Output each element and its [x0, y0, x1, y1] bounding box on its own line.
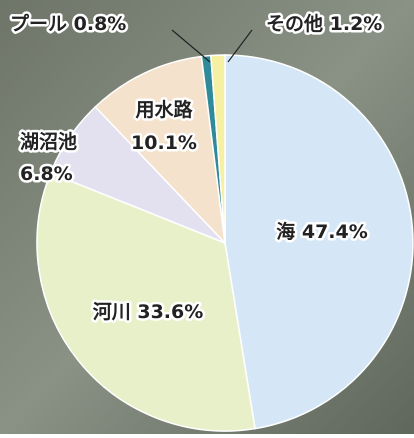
label-value: 0.8%: [74, 13, 127, 35]
label-name: プール: [10, 12, 67, 35]
slice-label: 6.8%: [20, 163, 73, 185]
label-value: 1.2%: [330, 13, 383, 35]
slice-label: 湖沼池: [20, 130, 77, 153]
label-value: 47.4%: [302, 221, 368, 243]
slice-label: その他 1.2%: [266, 12, 382, 35]
label-name: 海: [276, 220, 295, 243]
chart: 海 47.4% 河川 33.6% 湖沼池 6.8% 用水路 10.1% プール …: [0, 0, 414, 434]
label-name: その他: [266, 12, 323, 35]
slice-label: 海 47.4%: [276, 220, 368, 243]
slice-label: 10.1%: [131, 132, 197, 154]
slice-label: 用水路: [135, 98, 193, 121]
label-name: 河川: [93, 301, 131, 323]
label-value: 33.6%: [137, 301, 203, 323]
slice-label: 河川 33.6%: [93, 301, 204, 323]
slice-label: プール 0.8%: [10, 12, 126, 35]
